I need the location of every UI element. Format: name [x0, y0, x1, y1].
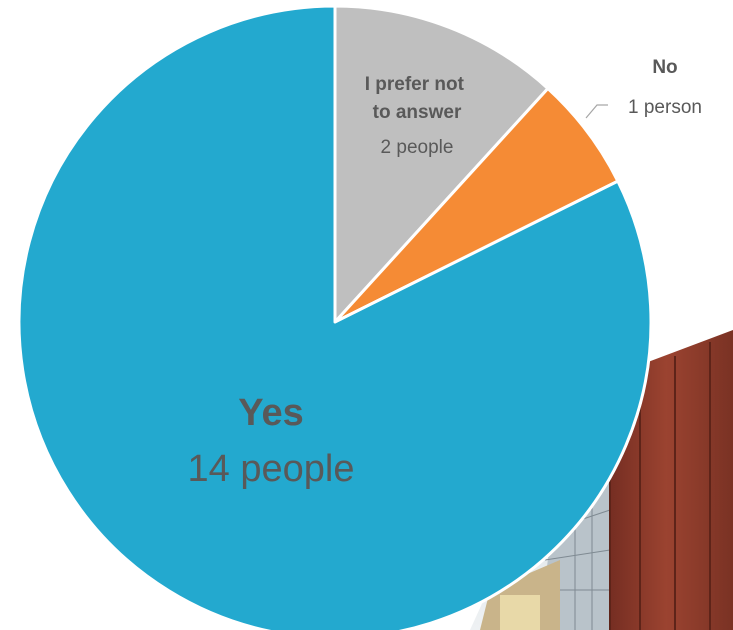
- slice-label-prefer-not: I prefer not to answer: [365, 74, 470, 123]
- slice-count-no: 1 person: [628, 97, 702, 118]
- slice-count-yes: 14 people: [188, 448, 355, 490]
- pie-slice-prefer-not: [333, 4, 550, 324]
- pie-slice-yes: [17, 4, 653, 630]
- slice-count-prefer-not: 2 people: [381, 137, 454, 158]
- leader-line-no: [585, 104, 608, 119]
- slice-label-yes: Yes: [238, 392, 304, 434]
- slice-label-no: No: [652, 57, 677, 78]
